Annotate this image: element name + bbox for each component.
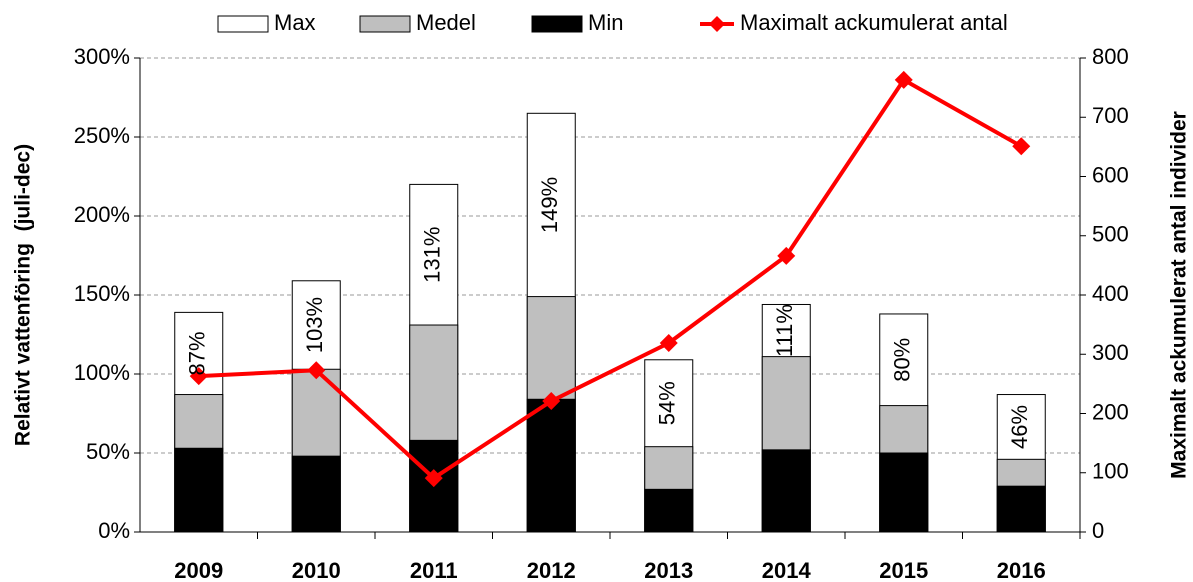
legend-swatch — [217, 15, 269, 33]
legend-swatch — [531, 15, 583, 33]
y2-tick-label: 100 — [1092, 459, 1129, 484]
data-label: 87% — [185, 331, 210, 375]
x-tick-label: 2014 — [762, 558, 812, 582]
bar — [174, 447, 224, 533]
y2-tick-label: 200 — [1092, 399, 1129, 424]
y-axis-title: Relativt vattenföring (juli-dec) — [12, 144, 35, 446]
legend-label: Min — [588, 10, 623, 35]
marker — [1012, 137, 1031, 156]
y2-tick-label: 0 — [1092, 518, 1104, 543]
x-tick-label: 2009 — [174, 558, 223, 582]
y-tick-label: 300% — [74, 44, 130, 69]
legend-marker — [709, 16, 725, 32]
bar — [526, 398, 576, 533]
bar — [644, 488, 694, 533]
y2-tick-label: 700 — [1092, 103, 1129, 128]
y2-tick-label: 400 — [1092, 281, 1129, 306]
data-label: 103% — [302, 297, 327, 353]
x-tick-label: 2013 — [644, 558, 693, 582]
marker — [542, 392, 561, 411]
y2-tick-label: 600 — [1092, 162, 1129, 187]
data-label: 54% — [655, 381, 680, 425]
marker — [189, 367, 208, 386]
x-tick-label: 2012 — [527, 558, 576, 582]
legend-label: Medel — [416, 10, 476, 35]
marker — [424, 469, 443, 488]
x-tick-label: 2015 — [879, 558, 928, 582]
bar — [291, 455, 341, 533]
data-label: 111% — [772, 304, 797, 357]
y-tick-label: 200% — [74, 202, 130, 227]
marker — [777, 246, 796, 265]
legend-label: Maximalt ackumulerat antal — [740, 10, 1008, 35]
bar — [879, 452, 929, 533]
data-label: 131% — [420, 227, 445, 283]
x-tick-label: 2016 — [997, 558, 1046, 582]
data-label: 46% — [1007, 405, 1032, 449]
y-tick-label: 0% — [98, 518, 130, 543]
y-tick-label: 250% — [74, 123, 130, 148]
line — [198, 77, 1023, 481]
y2-tick-label: 300 — [1092, 340, 1129, 365]
legend-label: Max — [274, 10, 316, 35]
y2-axis-title: Maximalt ackumulerat antal individer — [1168, 111, 1191, 479]
y2-tick-label: 500 — [1092, 222, 1129, 247]
data-label: 80% — [890, 338, 915, 382]
marker — [894, 70, 913, 89]
legend-swatch — [359, 15, 411, 33]
data-label: 149% — [537, 177, 562, 233]
y2-tick-label: 800 — [1092, 44, 1129, 69]
y-tick-label: 50% — [86, 439, 130, 464]
y-tick-label: 100% — [74, 360, 130, 385]
bar — [996, 485, 1046, 533]
x-tick-label: 2011 — [410, 558, 458, 582]
y-tick-label: 150% — [74, 281, 130, 306]
marker — [659, 333, 678, 352]
bar — [761, 449, 811, 533]
marker — [307, 361, 326, 380]
x-tick-label: 2010 — [292, 558, 341, 582]
